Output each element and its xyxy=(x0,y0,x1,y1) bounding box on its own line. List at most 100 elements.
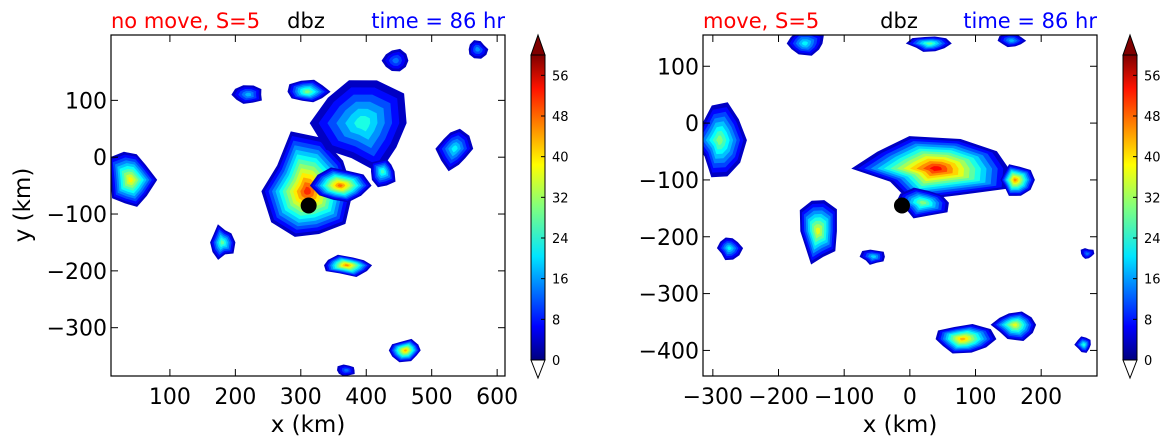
reflectivity-cell xyxy=(935,324,997,354)
colorbar-tick-label: 32 xyxy=(552,191,569,206)
reflectivity-cell xyxy=(309,80,407,174)
reflectivity-cell xyxy=(703,102,747,178)
y-tick-label: 0 xyxy=(685,112,699,137)
reflectivity-contour xyxy=(344,368,349,372)
reflectivity-cell xyxy=(231,85,262,104)
colorbar-tick-label: 0 xyxy=(1144,354,1152,369)
reflectivity-cell xyxy=(990,311,1037,341)
reflectivity-cell xyxy=(799,200,837,265)
x-tick-label: 300 xyxy=(280,385,322,410)
colorbar-tick-label: 56 xyxy=(552,69,569,84)
y-tick-label: −200 xyxy=(47,260,107,285)
reflectivity-contour xyxy=(870,255,876,259)
reflectivity-cell xyxy=(895,187,949,219)
panel-left-title-center: dbz xyxy=(287,9,325,33)
reflectivity-cell xyxy=(287,79,331,103)
x-tick-label: 400 xyxy=(345,385,387,410)
reflectivity-cell xyxy=(859,249,885,265)
panel-left-colorbar: 0 8 16 24 32 40 48 56 xyxy=(530,33,569,380)
reflectivity-contour xyxy=(1013,178,1017,182)
reflectivity-contour xyxy=(304,90,311,94)
reflectivity-contour xyxy=(801,41,808,46)
reflectivity-contour xyxy=(929,166,942,172)
panel-left: no move, S=5 dbz time = 86 hr 100 200 300 4… xyxy=(10,9,518,438)
colorbar-tick-label: 48 xyxy=(552,110,569,125)
y-tick-label: −100 xyxy=(47,203,107,228)
panel-left-colorbar-extend-min xyxy=(530,359,546,380)
y-tick-label: 100 xyxy=(657,55,699,80)
y-tick-label: −300 xyxy=(639,283,699,308)
x-tick-label: 200 xyxy=(1020,385,1062,410)
colorbar-tick-label: 40 xyxy=(1144,151,1161,166)
reflectivity-cell xyxy=(997,35,1027,48)
x-tick-label: 200 xyxy=(214,385,256,410)
x-tick-label: 100 xyxy=(955,385,997,410)
x-tick-label: 600 xyxy=(476,385,518,410)
panel-right-colorbar: 0 8 16 24 32 40 48 56 xyxy=(1122,33,1161,380)
colorbar-tick-label: 48 xyxy=(1144,110,1161,125)
reflectivity-cell xyxy=(210,224,236,260)
x-tick-label: −300 xyxy=(683,385,743,410)
y-tick-label: −100 xyxy=(639,169,699,194)
reflectivity-cell xyxy=(309,167,372,203)
panel-left-storm-center-marker xyxy=(300,197,317,214)
panel-right-title-left: move, S=5 xyxy=(703,9,819,33)
reflectivity-cell xyxy=(1080,248,1095,259)
reflectivity-contour xyxy=(716,135,723,145)
reflectivity-cell xyxy=(388,338,421,363)
reflectivity-contour xyxy=(1082,343,1085,347)
colorbar-tick-label: 8 xyxy=(1144,313,1152,328)
panel-left-axes-frame xyxy=(110,34,506,377)
colorbar-tick-label: 24 xyxy=(1144,232,1161,247)
reflectivity-contour xyxy=(344,264,349,267)
panel-right-x-axis-label: x (km) xyxy=(863,412,938,438)
reflectivity-contour xyxy=(337,184,343,187)
reflectivity-cell xyxy=(1074,336,1091,353)
colorbar-tick-label: 16 xyxy=(1144,273,1161,288)
reflectivity-contour xyxy=(926,42,933,45)
x-tick-label: −100 xyxy=(814,385,874,410)
reflectivity-contour xyxy=(1012,323,1018,327)
reflectivity-contour xyxy=(1085,252,1089,256)
reflectivity-contour xyxy=(392,57,399,64)
panel-left-plot-area xyxy=(111,40,489,376)
reflectivity-contour xyxy=(245,92,252,97)
reflectivity-cell xyxy=(851,136,1009,202)
colorbar-tick-label: 56 xyxy=(1144,69,1161,84)
y-tick-label: 0 xyxy=(93,146,107,171)
reflectivity-contour xyxy=(381,169,385,174)
y-tick-label: −300 xyxy=(47,317,107,342)
reflectivity-cell xyxy=(324,254,373,277)
panel-right: move, S=5 dbz time = 86 hr −300 −200 −100 0… xyxy=(639,9,1098,438)
reflectivity-contour xyxy=(919,200,927,205)
reflectivity-contour xyxy=(354,116,371,132)
panel-left-title-left: no move, S=5 xyxy=(111,9,260,33)
y-tick-label: 100 xyxy=(65,89,107,114)
colorbar-tick-label: 24 xyxy=(552,232,569,247)
reflectivity-contour xyxy=(451,145,458,153)
reflectivity-contour xyxy=(727,246,732,251)
panel-left-x-axis-label: x (km) xyxy=(271,412,346,438)
colorbar-tick-label: 0 xyxy=(552,354,560,369)
reflectivity-cell xyxy=(786,35,824,56)
reflectivity-cell xyxy=(111,151,158,207)
reflectivity-cell xyxy=(468,40,489,59)
reflectivity-cell xyxy=(435,128,474,172)
reflectivity-contour xyxy=(475,46,481,52)
panel-right-colorbar-extend-max xyxy=(1122,33,1138,56)
x-tick-label: 0 xyxy=(903,385,917,410)
x-tick-label: 500 xyxy=(411,385,453,410)
reflectivity-contour xyxy=(220,239,225,245)
panel-right-title-right: time = 86 hr xyxy=(963,9,1097,33)
reflectivity-cell xyxy=(381,48,409,72)
y-tick-label: −400 xyxy=(639,339,699,364)
panel-right-plot-area xyxy=(703,35,1095,354)
panel-right-colorbar-bar xyxy=(1122,54,1138,361)
reflectivity-contour xyxy=(303,186,311,195)
panel-left-y-axis-label: y (km) xyxy=(10,168,36,243)
panel-right-colorbar-extend-min xyxy=(1122,359,1138,380)
x-tick-label: −200 xyxy=(748,385,808,410)
panel-left-title-right: time = 86 hr xyxy=(371,9,505,33)
reflectivity-contour xyxy=(404,349,407,352)
